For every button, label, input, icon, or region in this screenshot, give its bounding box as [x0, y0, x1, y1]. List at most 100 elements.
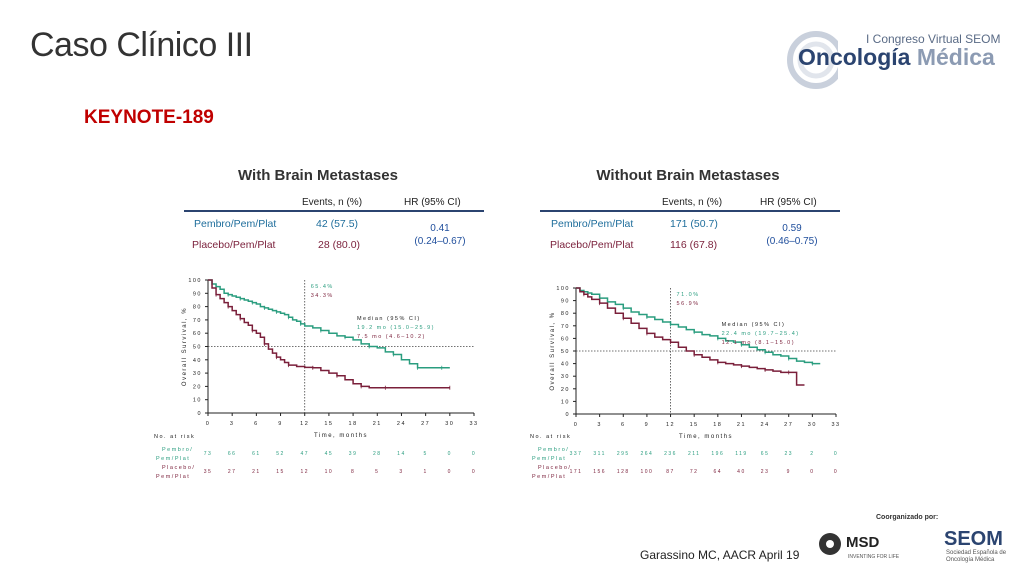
risk-row-label: Pem/Plat: [532, 474, 566, 480]
y-tick-label: 100: [556, 286, 570, 292]
annotation-12mo-placebo: 56.9%: [677, 301, 700, 307]
y-tick-label: 40: [193, 358, 202, 364]
risk-value: 264: [640, 451, 653, 457]
risk-value: 65: [761, 451, 770, 457]
table-rule: [184, 210, 484, 212]
y-tick-label: 70: [561, 324, 570, 330]
median-placebo: 12.1 mo (8.1–15.0): [722, 340, 795, 346]
x-tick-label: 18: [349, 421, 358, 427]
x-tick-label: 6: [254, 421, 259, 427]
risk-row-label: Placebo/: [162, 465, 195, 471]
risk-value: 40: [737, 469, 746, 475]
risk-value: 8: [351, 469, 355, 475]
msd-logo-icon: [819, 533, 841, 555]
y-tick-label: 100: [188, 278, 202, 284]
x-tick-label: 21: [737, 422, 746, 428]
risk-value: 337: [570, 451, 583, 457]
y-axis-label: Overall Survival, %: [550, 311, 556, 390]
risk-value: 211: [688, 451, 700, 457]
x-tick-label: 15: [690, 422, 699, 428]
y-tick-label: 80: [561, 311, 570, 317]
x-tick-label: 12: [300, 421, 309, 427]
table-hr-ci: (0.24–0.67): [414, 236, 466, 247]
series-pembro-curve: [576, 287, 821, 365]
risk-value: 0: [448, 451, 452, 457]
risk-value: 3: [399, 469, 403, 475]
x-tick-label: 24: [397, 421, 406, 427]
annotation-12mo-pembro: 71.0%: [677, 292, 700, 298]
table-events-placebo: 116 (67.8): [670, 239, 718, 251]
x-tick-label: 9: [278, 421, 283, 427]
table-header-events: Events, n (%): [662, 197, 723, 208]
risk-value: 64: [714, 469, 723, 475]
x-tick-label: 27: [421, 421, 430, 427]
panel-title-without-bm: Without Brain Metastases: [596, 167, 780, 184]
table-hr-value: 0.59: [782, 223, 802, 234]
table-header-hr: HR (95% CI): [404, 197, 461, 208]
congress-name: I Congreso Virtual SEOM: [866, 32, 1001, 46]
risk-value: 0: [810, 469, 814, 475]
x-tick-label: 0: [206, 421, 211, 427]
risk-value: 14: [397, 451, 406, 457]
risk-value: 295: [617, 451, 630, 457]
y-tick-label: 50: [561, 349, 570, 355]
risk-value: 5: [375, 469, 379, 475]
risk-value: 1: [423, 469, 427, 475]
x-tick-label: 9: [645, 422, 650, 428]
x-tick-label: 3: [597, 422, 602, 428]
risk-value: 15: [276, 469, 285, 475]
risk-value: 28: [373, 451, 382, 457]
table-events-placebo: 28 (80.0): [318, 239, 361, 251]
seom-logo-text: SEOM: [944, 528, 1003, 550]
median-pembro: 19.2 mo (15.0–25.9): [357, 325, 435, 331]
y-tick-label: 60: [193, 331, 202, 337]
congress-logo-word: Oncología Médica: [798, 44, 995, 71]
y-tick-label: 30: [561, 374, 570, 380]
table-events-pembro: 42 (57.5): [316, 218, 359, 230]
y-tick-label: 60: [561, 336, 570, 342]
logo-word-a: Oncología: [798, 44, 911, 70]
risk-table-header: No. at risk: [530, 434, 571, 440]
risk-value: 10: [325, 469, 334, 475]
x-tick-label: 33: [469, 421, 478, 427]
table-arm-placebo: Placebo/Pem/Plat: [192, 239, 276, 251]
risk-value: 0: [472, 469, 476, 475]
x-tick-label: 3: [230, 421, 235, 427]
table-rule: [540, 210, 840, 212]
y-tick-label: 20: [561, 387, 570, 393]
risk-value: 5: [423, 451, 427, 457]
x-tick-label: 15: [324, 421, 333, 427]
risk-value: 156: [593, 469, 606, 475]
risk-value: 27: [228, 469, 237, 475]
risk-value: 39: [349, 451, 358, 457]
y-tick-label: 10: [193, 398, 202, 404]
risk-row-label: Placebo/: [538, 465, 571, 471]
table-hr-value: 0.41: [430, 223, 450, 234]
y-axis-label: Overall Survival, %: [182, 307, 188, 386]
x-tick-label: 30: [808, 422, 817, 428]
risk-value: 0: [448, 469, 452, 475]
risk-row-label: Pem/Plat: [532, 456, 566, 462]
table-hr-ci: (0.46–0.75): [766, 236, 818, 247]
annotation-12mo-placebo: 34.3%: [311, 293, 334, 299]
y-tick-label: 90: [193, 291, 202, 297]
coorganizer-label: Coorganizado por:: [876, 514, 939, 521]
risk-value: 12: [300, 469, 309, 475]
y-tick-label: 90: [561, 299, 570, 305]
risk-value: 171: [570, 469, 583, 475]
risk-row-label: Pem/Plat: [156, 474, 190, 480]
risk-value: 23: [761, 469, 770, 475]
risk-value: 100: [640, 469, 653, 475]
y-tick-label: 50: [193, 345, 202, 351]
annotation-12mo-pembro: 65.4%: [311, 284, 334, 290]
table-header-events: Events, n (%): [302, 197, 363, 208]
x-axis-label: Time, months: [314, 433, 368, 439]
risk-value: 23: [784, 451, 793, 457]
table-events-pembro: 171 (50.7): [670, 218, 718, 230]
risk-value: 61: [252, 451, 261, 457]
median-pembro: 22.4 mo (19.7–25.4): [722, 331, 800, 337]
y-tick-label: 10: [561, 399, 570, 405]
y-tick-label: 70: [193, 318, 202, 324]
